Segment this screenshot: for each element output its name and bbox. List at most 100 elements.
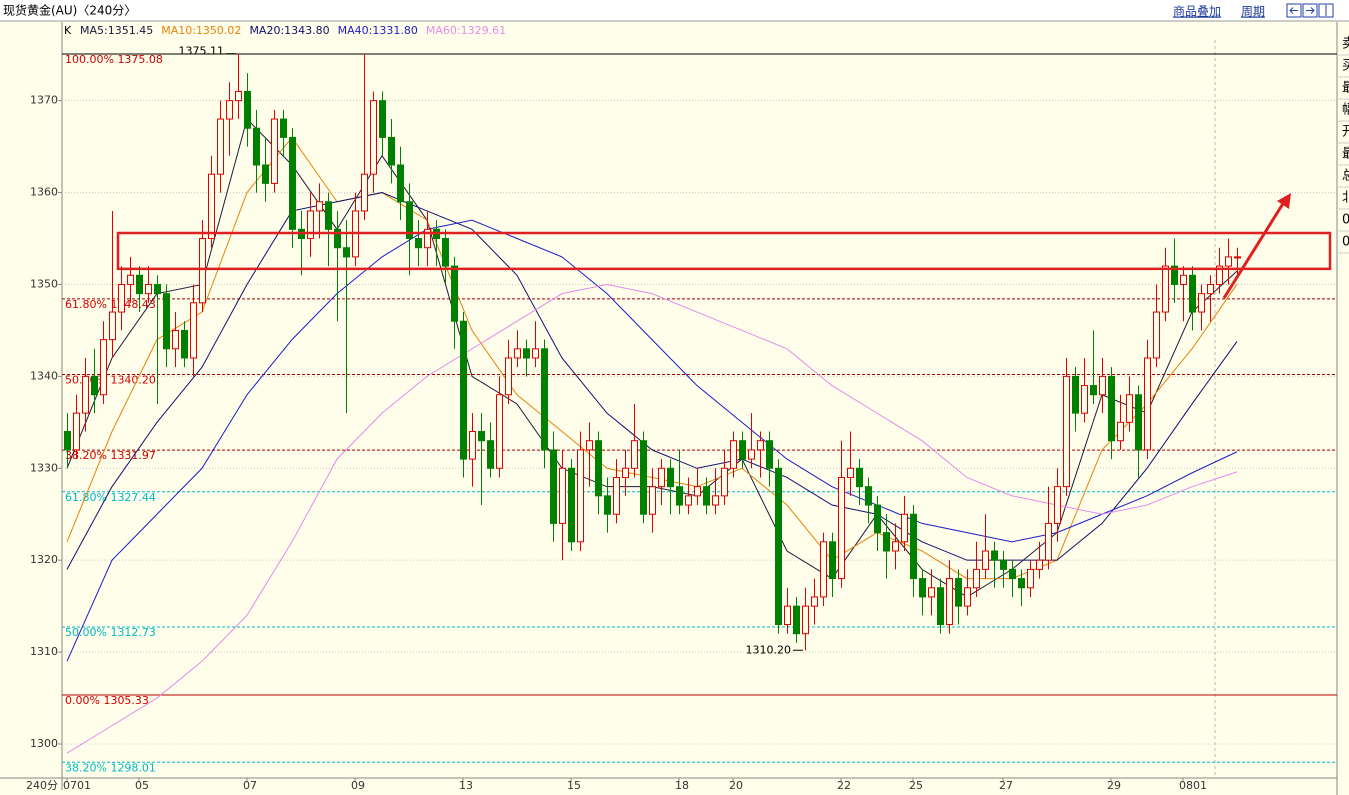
candle-body [766, 440, 773, 469]
candle-body [127, 274, 134, 285]
candle-body [226, 100, 233, 120]
fib-label: 50.00% 1340.20 [65, 374, 156, 387]
candle-body [712, 495, 719, 506]
candle-body [289, 136, 296, 230]
candle-body [100, 339, 107, 396]
candle-body [325, 201, 332, 230]
plot: K MA5:1351.45 MA10:1350.02 MA20:1343.80 MA40… [26, 24, 1337, 792]
candle-body [172, 329, 179, 350]
candle-body [496, 394, 503, 469]
extreme-label: 1310.20 [746, 643, 792, 656]
top-bar [0, 0, 1349, 21]
ma-line [66, 283, 1238, 754]
candle-body [388, 136, 395, 166]
trend-arrow [1222, 193, 1291, 299]
candle-body [415, 238, 422, 249]
x-tick-label: 18 [675, 779, 689, 792]
candle-body [559, 467, 566, 524]
candle-body [514, 348, 521, 359]
candle-body [829, 541, 836, 580]
candle-body [838, 476, 845, 580]
side-panel-label: 0 [1342, 213, 1349, 228]
candle-body [568, 467, 575, 543]
candle-body [820, 541, 827, 598]
overlay-button[interactable]: 商品叠加 [1173, 4, 1221, 19]
side-panel-label: 0 [1342, 235, 1349, 250]
candle-body [451, 265, 458, 322]
candle-body [622, 467, 629, 478]
period-button[interactable]: 周期 [1241, 5, 1265, 19]
y-tick-label: 1330 [30, 461, 58, 474]
candle-body [757, 440, 764, 451]
next-icon [1306, 7, 1315, 14]
resistance-zone [116, 231, 1332, 271]
candle-body [1153, 311, 1160, 359]
candle-body [361, 173, 368, 212]
candle-body [721, 467, 728, 497]
candle-body [631, 440, 638, 469]
candle-body [1198, 293, 1205, 313]
candle-body [550, 449, 557, 524]
candle-body [82, 375, 89, 414]
candle-body [577, 449, 584, 543]
arrow-shaft [1222, 201, 1286, 299]
candle-body [154, 283, 161, 295]
candle-body [1144, 357, 1151, 451]
fib-label: 50.00% 1312.73 [65, 626, 156, 639]
fib-label: 38.20% 1298.01 [65, 761, 156, 774]
candle-body [685, 495, 692, 506]
candle-body [982, 550, 989, 570]
ma-line [66, 219, 1238, 662]
candle-body [406, 201, 413, 240]
candle-body [1036, 559, 1043, 570]
candle-body [118, 283, 125, 313]
candle-body [316, 201, 323, 212]
candle-body [874, 504, 881, 534]
fib-label: 100.00% 1375.08 [65, 53, 163, 66]
y-tick-label: 1300 [30, 737, 58, 750]
candle-body [802, 605, 809, 635]
candle-body [973, 568, 980, 589]
candle-body [73, 412, 80, 451]
candle-body [379, 100, 386, 138]
candle-body [1135, 394, 1142, 451]
x-tick-label: 13 [459, 779, 473, 792]
side-panel-label: 最 [1342, 81, 1349, 96]
candle-body [946, 578, 953, 626]
candle-body [1126, 394, 1133, 423]
candle-body [334, 228, 341, 249]
candle-body [487, 440, 494, 469]
candle-body [217, 118, 224, 175]
candle-body [595, 440, 602, 497]
x-tick-label: 29 [1107, 779, 1121, 792]
candle-body [1027, 568, 1034, 589]
candle-body [244, 90, 251, 129]
candle-body [964, 587, 971, 607]
candle-body [793, 605, 800, 635]
candle-body [730, 440, 737, 469]
extreme-label: 1375.11 [179, 45, 225, 58]
candle-body [109, 311, 116, 341]
x-tick-label: 25 [909, 779, 923, 792]
y-tick-label: 1350 [30, 277, 58, 290]
candle-body [532, 348, 539, 359]
candle-body [811, 596, 818, 607]
candle-body [199, 238, 206, 304]
candle-body [1189, 274, 1196, 313]
x-tick-label: 15 [567, 779, 581, 792]
candle-body [1225, 256, 1232, 267]
candle-body [163, 293, 170, 350]
candle-body [1117, 421, 1124, 442]
period-label: 240分 [26, 779, 58, 792]
legend-entry: MA20:1343.80 [249, 24, 329, 37]
candle-body [892, 541, 899, 552]
candle-body [460, 320, 467, 460]
candle-body [883, 532, 890, 552]
side-panel-label: 最 [1342, 147, 1349, 162]
chart-title: 现货黄金(AU)〈240分〉 [3, 3, 136, 18]
candle-body [604, 495, 611, 515]
candle-body [64, 431, 71, 451]
candle-body [91, 375, 98, 396]
candle-body [397, 164, 404, 203]
